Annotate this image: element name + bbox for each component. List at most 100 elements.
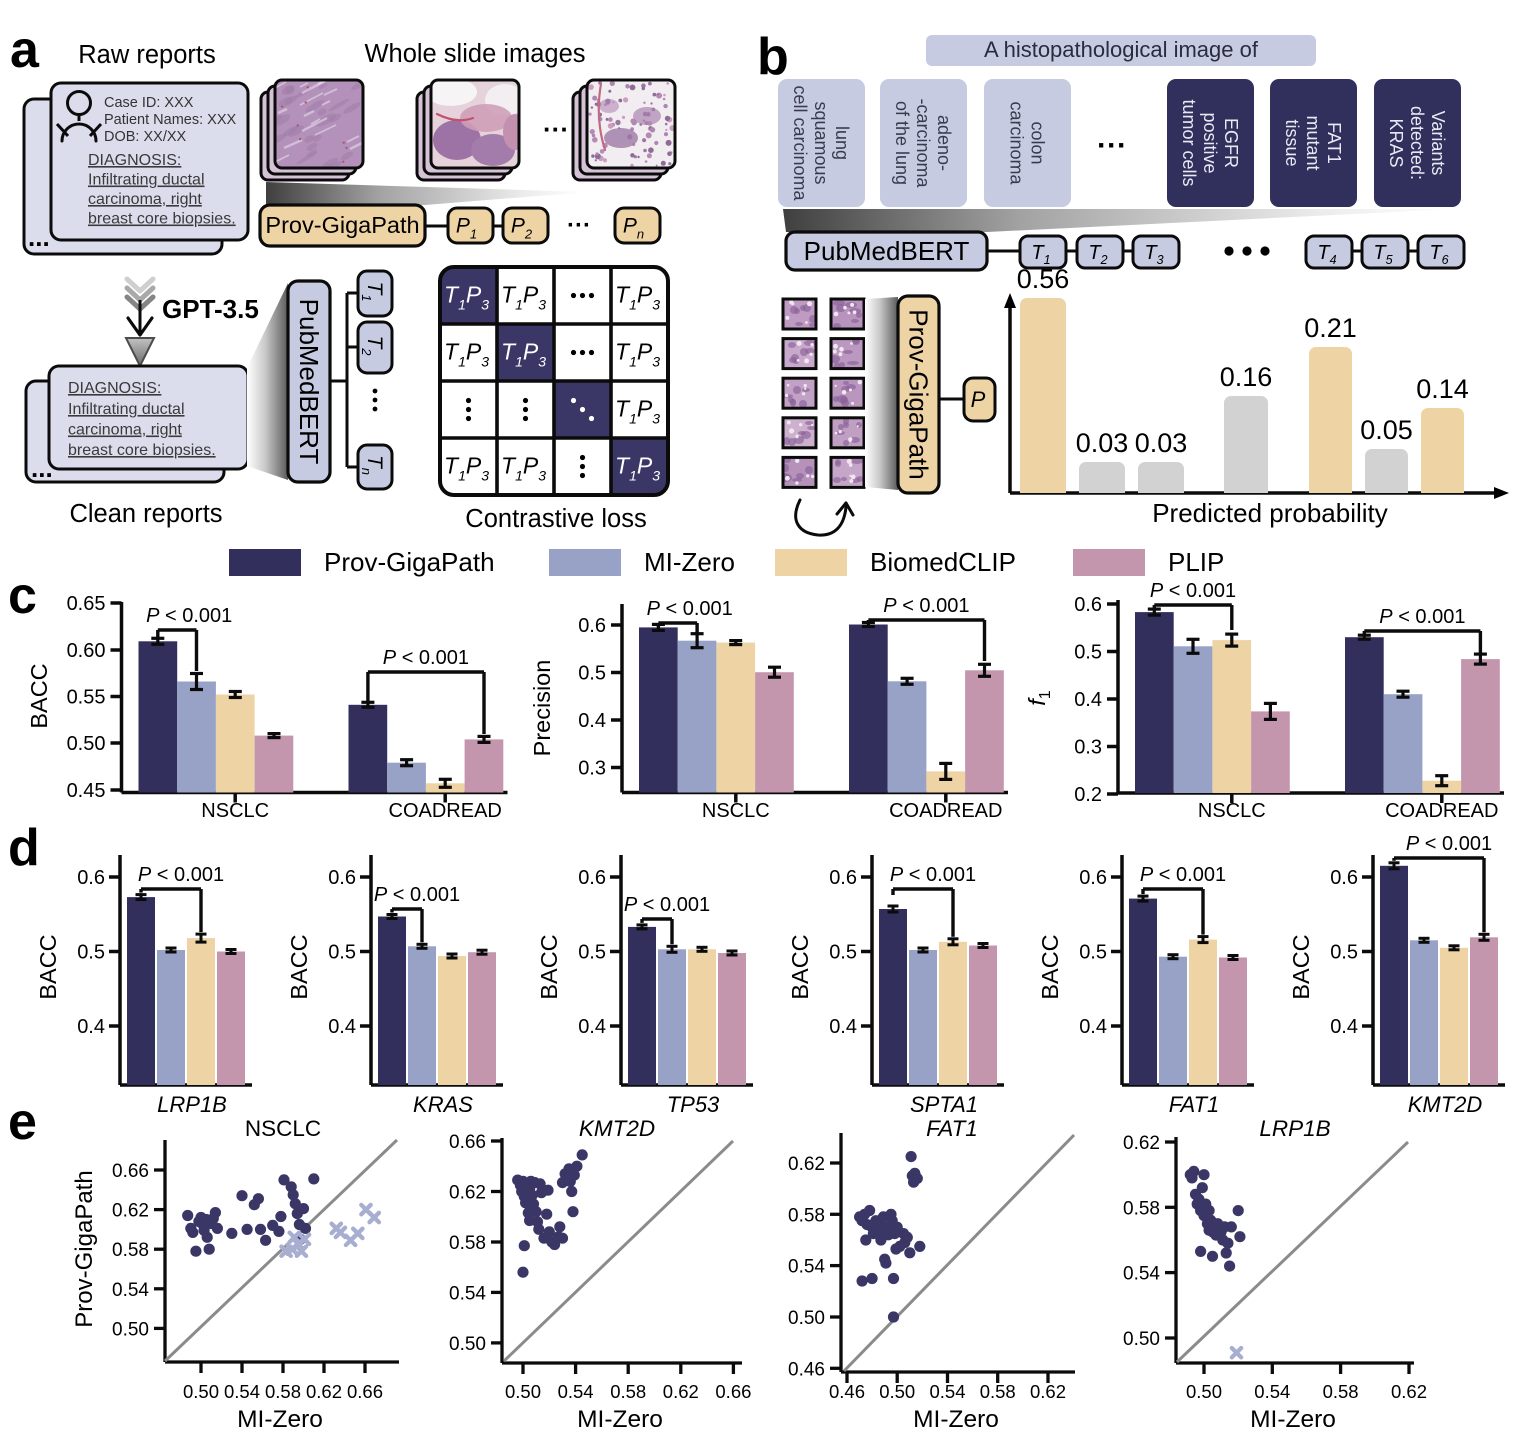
svg-text:0.14: 0.14 xyxy=(1416,374,1469,404)
svg-text:0.50: 0.50 xyxy=(1123,1329,1160,1350)
svg-text:BACC: BACC xyxy=(1037,934,1063,999)
svg-text:0.2: 0.2 xyxy=(1074,784,1102,806)
svg-text:0.62: 0.62 xyxy=(663,1381,699,1402)
svg-text:0.46: 0.46 xyxy=(829,1381,865,1402)
svg-text:T1P3: T1P3 xyxy=(444,453,489,484)
svg-text:BACC: BACC xyxy=(536,934,562,999)
svg-text:MI-Zero: MI-Zero xyxy=(913,1406,999,1433)
svg-text:c: c xyxy=(8,567,37,625)
svg-text:0.6: 0.6 xyxy=(578,615,606,637)
svg-text:NSCLC: NSCLC xyxy=(1198,800,1266,822)
svg-text:···: ··· xyxy=(543,114,569,144)
svg-text:0.62: 0.62 xyxy=(788,1154,825,1175)
svg-text:P < 0.001: P < 0.001 xyxy=(890,864,976,886)
svg-text:P < 0.001: P < 0.001 xyxy=(1379,606,1465,628)
svg-text:Prov-GigaPath: Prov-GigaPath xyxy=(904,309,934,480)
svg-text:P < 0.001: P < 0.001 xyxy=(624,894,710,916)
svg-text:DIAGNOSIS:: DIAGNOSIS: xyxy=(68,380,161,397)
svg-text:0.50: 0.50 xyxy=(112,1319,149,1340)
svg-text:0.6: 0.6 xyxy=(1079,867,1107,889)
svg-text:0.6: 0.6 xyxy=(328,867,356,889)
svg-text:P < 0.001: P < 0.001 xyxy=(374,884,460,906)
svg-text:T1P3: T1P3 xyxy=(501,282,546,313)
svg-text:DOB: XX/XX: DOB: XX/XX xyxy=(104,129,187,145)
svg-text:0.66: 0.66 xyxy=(449,1132,486,1153)
svg-text:0.50: 0.50 xyxy=(1186,1381,1222,1402)
svg-text:BACC: BACC xyxy=(1288,934,1314,999)
svg-text:0.62: 0.62 xyxy=(1030,1381,1066,1402)
svg-text:FAT1: FAT1 xyxy=(926,1116,978,1141)
svg-text:0.45: 0.45 xyxy=(67,780,106,802)
svg-text:tumor cells: tumor cells xyxy=(1179,99,1199,186)
svg-text:KMT2D: KMT2D xyxy=(1408,1092,1483,1117)
svg-text:colon: colon xyxy=(1028,121,1048,164)
svg-text:BACC: BACC xyxy=(26,663,52,728)
svg-text:0.5: 0.5 xyxy=(1074,642,1102,664)
svg-text:0.56: 0.56 xyxy=(1017,264,1070,294)
svg-text:FAT1: FAT1 xyxy=(1324,122,1344,164)
svg-text:0.62: 0.62 xyxy=(306,1381,342,1402)
svg-text:d: d xyxy=(8,819,40,877)
svg-text:0.5: 0.5 xyxy=(829,942,857,964)
svg-text:...: ... xyxy=(31,453,53,483)
svg-text:0.58: 0.58 xyxy=(1123,1198,1160,1219)
svg-text:0.54: 0.54 xyxy=(929,1381,965,1402)
svg-text:0.58: 0.58 xyxy=(1323,1381,1359,1402)
svg-text:NSCLC: NSCLC xyxy=(702,800,770,822)
svg-text:carcinoma: carcinoma xyxy=(1007,101,1027,185)
svg-text:0.66: 0.66 xyxy=(112,1161,149,1182)
svg-text:0.4: 0.4 xyxy=(578,710,606,732)
svg-text:PLIP: PLIP xyxy=(1168,547,1224,577)
svg-text:0.3: 0.3 xyxy=(1074,737,1102,759)
svg-text:of the lung: of the lung xyxy=(892,101,912,185)
svg-text:P < 0.001: P < 0.001 xyxy=(138,864,224,886)
svg-text:0.50: 0.50 xyxy=(449,1334,486,1355)
svg-text:P < 0.001: P < 0.001 xyxy=(1406,833,1492,855)
svg-text:P < 0.001: P < 0.001 xyxy=(383,647,469,669)
svg-text:0.65: 0.65 xyxy=(67,593,106,615)
svg-text:carcinoma, right: carcinoma, right xyxy=(68,422,182,439)
svg-text:Infiltrating ductal: Infiltrating ductal xyxy=(88,172,205,189)
svg-text:0.54: 0.54 xyxy=(224,1381,260,1402)
svg-text:0.54: 0.54 xyxy=(788,1257,825,1278)
svg-text:0.4: 0.4 xyxy=(328,1016,356,1038)
svg-text:P < 0.001: P < 0.001 xyxy=(1150,580,1236,602)
svg-text:T1P3: T1P3 xyxy=(615,339,660,370)
svg-text:0.58: 0.58 xyxy=(610,1381,646,1402)
svg-text:0.50: 0.50 xyxy=(505,1381,541,1402)
svg-text:Whole slide images: Whole slide images xyxy=(364,40,585,68)
svg-text:BACC: BACC xyxy=(286,934,312,999)
svg-text:f1: f1 xyxy=(1024,690,1054,706)
svg-text:0.5: 0.5 xyxy=(1079,942,1107,964)
svg-text:KRAS: KRAS xyxy=(413,1092,473,1117)
svg-text:Prov-GigaPath: Prov-GigaPath xyxy=(71,1170,98,1327)
svg-text:0.50: 0.50 xyxy=(183,1381,219,1402)
svg-text:cell carcinoma: cell carcinoma xyxy=(790,85,810,201)
svg-text:0.62: 0.62 xyxy=(449,1183,486,1204)
svg-text:T1P3: T1P3 xyxy=(444,339,489,370)
svg-text:COADREAD: COADREAD xyxy=(1385,800,1498,822)
svg-text:0.5: 0.5 xyxy=(328,942,356,964)
svg-text:0.58: 0.58 xyxy=(112,1240,149,1261)
svg-text:Case ID: XXX: Case ID: XXX xyxy=(104,95,194,111)
svg-text:TP53: TP53 xyxy=(667,1092,720,1117)
svg-text:0.50: 0.50 xyxy=(67,733,106,755)
svg-text:BACC: BACC xyxy=(35,934,61,999)
svg-text:0.54: 0.54 xyxy=(1254,1381,1290,1402)
svg-text:adeno-: adeno- xyxy=(934,115,954,171)
svg-text:0.6: 0.6 xyxy=(1330,867,1358,889)
svg-text:BiomedCLIP: BiomedCLIP xyxy=(870,547,1016,577)
svg-text:0.54: 0.54 xyxy=(112,1280,149,1301)
svg-text:Raw reports: Raw reports xyxy=(78,41,215,69)
svg-text:Infiltrating ductal: Infiltrating ductal xyxy=(68,401,185,418)
svg-text:a: a xyxy=(10,21,40,79)
svg-text:0.6: 0.6 xyxy=(1074,594,1102,616)
svg-text:PubMedBERT: PubMedBERT xyxy=(294,299,324,465)
svg-text:squamous: squamous xyxy=(811,101,831,184)
svg-text:0.6: 0.6 xyxy=(578,867,606,889)
svg-text:COADREAD: COADREAD xyxy=(389,800,502,822)
svg-text:P < 0.001: P < 0.001 xyxy=(146,605,232,627)
svg-text:0.55: 0.55 xyxy=(67,687,106,709)
svg-text:···: ··· xyxy=(567,212,591,239)
svg-text:0.03: 0.03 xyxy=(1135,428,1188,458)
